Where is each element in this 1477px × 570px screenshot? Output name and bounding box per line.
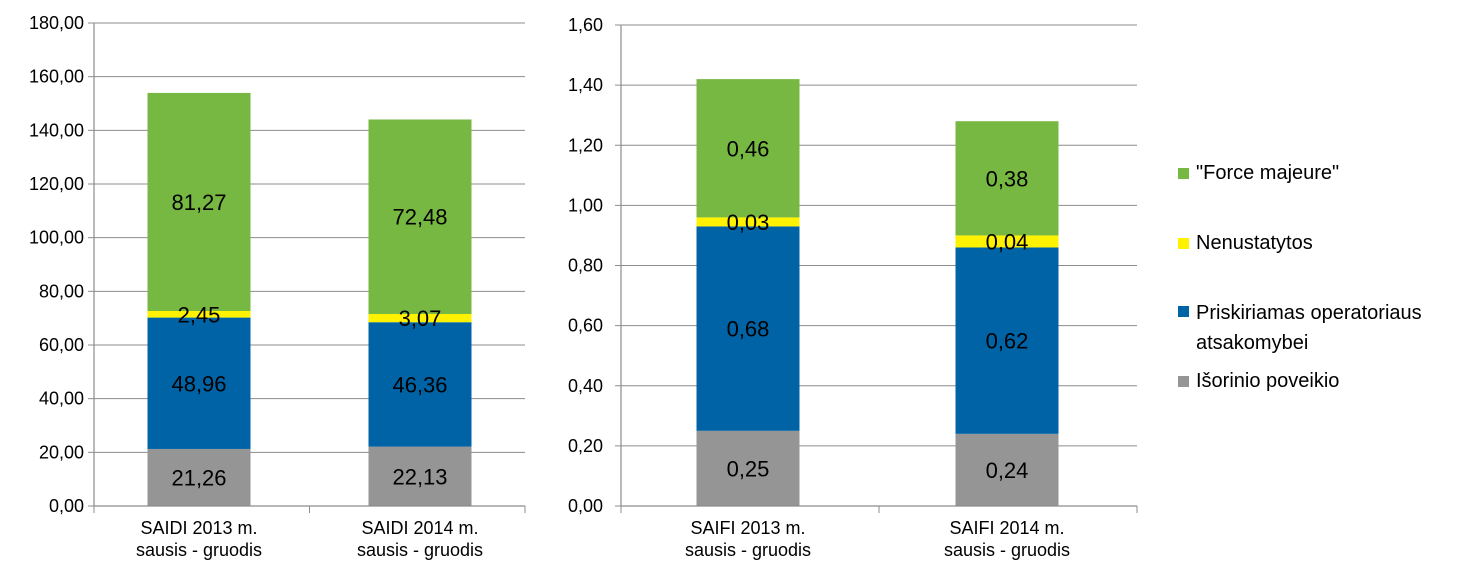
legend-label-operatoriaus: Priskiriamas operatoriaus atsakomybei [1196,302,1422,354]
chart-1: 0,00 20,00 40,00 60,00 80,00 100,00 120,00 140,… [29,13,526,560]
data-label: 81,27 [171,190,226,215]
bar-segment [696,430,800,506]
data-label: 0,04 [986,229,1029,254]
x-tick-label: SAIDI 2013 m. [140,518,257,538]
x-tick-label: sausis - gruodis [944,540,1070,560]
bar-segment [147,311,251,318]
data-label: 22,13 [392,464,447,489]
y-tick-label: 0,40 [568,376,603,396]
legend-swatch-force-majeure [1178,168,1189,179]
data-label: 0,38 [986,166,1029,191]
bar-segment [147,92,251,312]
data-label: 0,03 [727,210,770,235]
x-tick-label: SAIDI 2014 m. [361,518,478,538]
data-label: 0,25 [727,456,770,481]
y-tick-label: 0,20 [568,436,603,456]
y-tick-label: 1,60 [568,15,603,35]
x-tick-label: sausis - gruodis [357,540,483,560]
bar-segment [955,247,1059,434]
data-label: 3,07 [399,306,442,331]
x-tick-label: SAIFI 2013 m. [690,518,805,538]
data-label: 2,45 [178,302,221,327]
data-label: 0,46 [727,136,770,161]
bar-segment [696,217,800,227]
x-tick-label: sausis - gruodis [136,540,262,560]
y-tick-label: 1,40 [568,75,603,95]
bar-segment [368,322,472,447]
y-tick-label: 0,00 [568,496,603,516]
y-tick-label: 0,80 [568,256,603,276]
data-label: 72,48 [392,205,447,230]
y-tick-label: 40,00 [39,389,84,409]
x-tick-label: sausis - gruodis [685,540,811,560]
y-tick-label: 120,00 [29,174,84,194]
bar-segment [368,313,472,323]
bar-segment [955,433,1059,506]
legend-swatch-nenustatytos [1178,238,1189,249]
bar-segment [955,235,1059,248]
bar-segment [696,79,800,218]
x-tick-label: SAIFI 2014 m. [949,518,1064,538]
y-tick-label: 180,00 [29,13,84,33]
bar-segment [368,446,472,506]
bar-segment [955,121,1059,236]
y-tick-label: 160,00 [29,67,84,87]
bar-segment [696,226,800,431]
data-label: 48,96 [171,371,226,396]
legend-label-force-majeure: "Force majeure" [1196,162,1340,184]
data-label: 46,36 [392,372,447,397]
bar-segment [147,448,251,506]
y-tick-label: 100,00 [29,228,84,248]
y-tick-label: 1,20 [568,135,603,155]
y-tick-label: 60,00 [39,335,84,355]
data-label: 0,24 [986,458,1029,483]
y-tick-label: 20,00 [39,442,84,462]
y-tick-label: 0,00 [49,496,84,516]
data-label: 0,62 [986,329,1029,354]
y-tick-label: 1,00 [568,195,603,215]
data-label: 21,26 [171,465,226,490]
y-tick-label: 80,00 [39,281,84,301]
y-tick-label: 0,60 [568,316,603,336]
bar-segment [368,119,472,314]
bar-segment [147,317,251,449]
data-label: 0,68 [727,317,770,342]
y-tick-label: 140,00 [29,120,84,140]
legend-swatch-operatoriaus [1178,306,1189,317]
legend-label-nenustatytos: Nenustatytos [1196,232,1313,254]
legend-swatch-isorinio [1178,376,1189,387]
chart-2: 0,00 0,20 0,40 0,60 0,80 1,00 1,20 1,40 1,60 0,25… [568,15,1138,560]
legend-label-isorinio: Išorinio poveikio [1196,370,1340,392]
